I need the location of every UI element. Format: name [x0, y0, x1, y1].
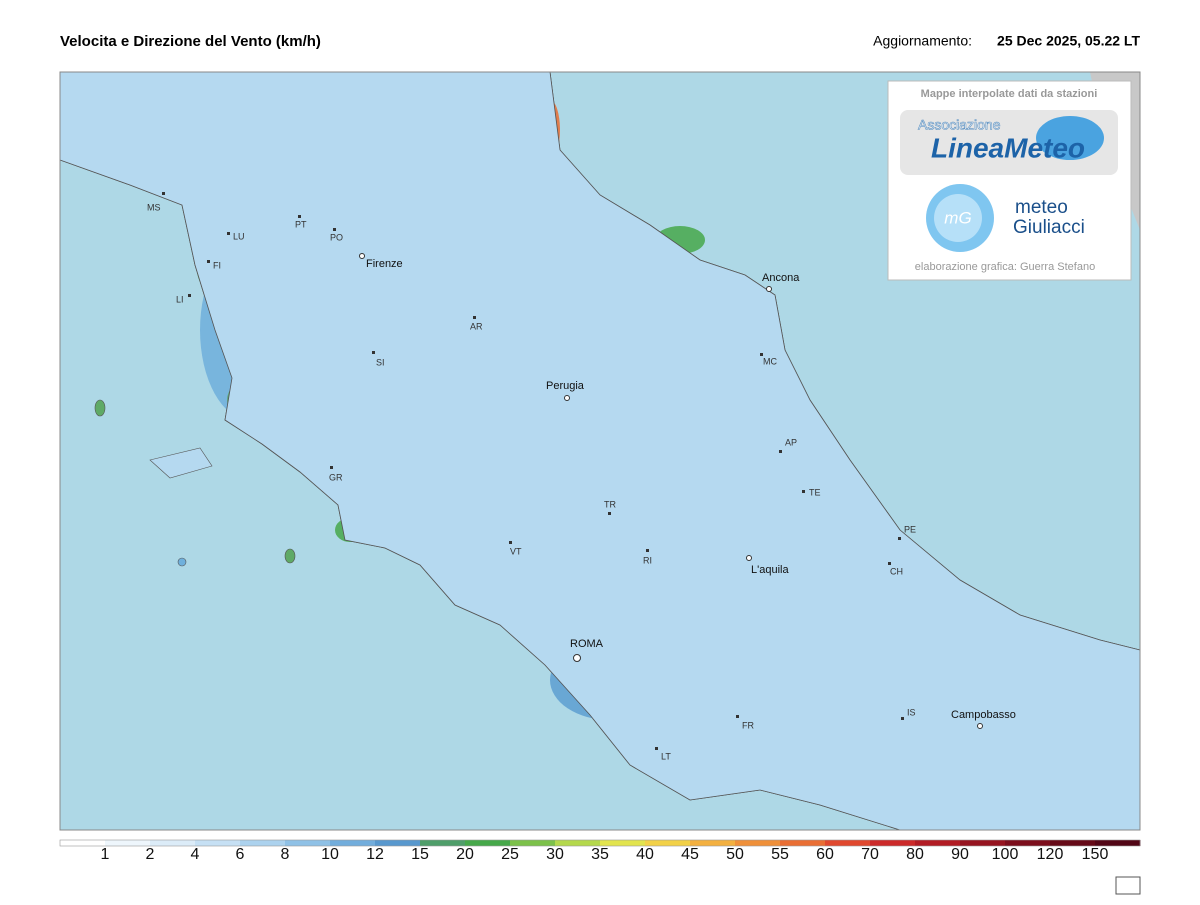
city-label: LI	[176, 294, 184, 304]
colorbar-label: 50	[726, 846, 744, 863]
logo-box: Mappe interpolate dati da stazioni Assoc…	[887, 80, 1132, 281]
city-label: CH	[890, 566, 903, 576]
colorbar-swatch	[600, 840, 646, 846]
colorbar-label: 70	[861, 846, 879, 863]
city-label: ROMA	[570, 638, 604, 650]
city-label: Ancona	[762, 272, 800, 284]
title: Velocita e Direzione del Vento (km/h)	[60, 33, 321, 50]
city-label: IS	[907, 707, 916, 717]
colorbar-swatch	[1050, 840, 1096, 846]
colorbar-label: 25	[501, 846, 519, 863]
city-label: RI	[643, 555, 652, 565]
colorbar-swatch	[1095, 840, 1141, 846]
logo-assoc: Associazione	[918, 117, 1001, 133]
colorbar-swatch	[780, 840, 826, 846]
colorbar-swatch	[690, 840, 736, 846]
city-label: AP	[785, 437, 797, 447]
colorbar-label: 1	[101, 846, 110, 863]
colorbar-label: 6	[236, 846, 245, 863]
colorbar-swatch	[915, 840, 961, 846]
colorbar-swatch	[150, 840, 196, 846]
city-label: AR	[470, 321, 483, 331]
colorbar-label: 55	[771, 846, 789, 863]
city-label: Firenze	[366, 258, 403, 270]
colorbar-label: 10	[321, 846, 339, 863]
colorbar-swatch	[105, 840, 151, 846]
colorbar-swatch	[645, 840, 691, 846]
city-label: TE	[809, 487, 821, 497]
colorbar-label: 20	[456, 846, 474, 863]
city-label: TR	[604, 499, 616, 509]
colorbar-swatch	[240, 840, 286, 846]
city-label: MC	[763, 356, 777, 366]
colorbar-swatch	[420, 840, 466, 846]
city-label: SI	[376, 357, 385, 367]
city-label: PE	[904, 524, 916, 534]
logo-mg: mG	[944, 208, 971, 227]
city-label: LU	[233, 231, 245, 241]
colorbar-label: 120	[1037, 846, 1064, 863]
colorbar-swatch	[735, 840, 781, 846]
colorbar-swatch	[555, 840, 601, 846]
colorbar-label: 45	[681, 846, 699, 863]
city-label: MS	[147, 202, 161, 212]
colorbar-swatch	[285, 840, 331, 846]
logo-name: LineaMeteo	[931, 132, 1085, 163]
colorbar-label: 15	[411, 846, 429, 863]
logo-caption: Mappe interpolate dati da stazioni	[921, 88, 1098, 100]
city-label: FI	[213, 260, 221, 270]
colorbar-swatch	[465, 840, 511, 846]
logo-meteo: meteo	[1015, 197, 1068, 218]
colorbar-swatch	[510, 840, 556, 846]
colorbar-label: 60	[816, 846, 834, 863]
colorbar-swatch	[195, 840, 241, 846]
colorbar-swatch	[960, 840, 1006, 846]
colorbar-label: 80	[906, 846, 924, 863]
update-value: 25 Dec 2025, 05.22 LT	[997, 33, 1140, 49]
colorbar-label: 100	[992, 846, 1019, 863]
colorbar-swatch	[825, 840, 871, 846]
city-label: PT	[295, 219, 307, 229]
colorbar-swatch	[330, 840, 376, 846]
colorbar-label: 35	[591, 846, 609, 863]
colorbar-label: 4	[191, 846, 200, 863]
city-label: VT	[510, 546, 522, 556]
colorbar-label: 30	[546, 846, 564, 863]
map-frame	[59, 71, 1141, 831]
city-label: LT	[661, 751, 671, 761]
city-label: Campobasso	[951, 709, 1016, 721]
city-label: Perugia	[546, 380, 585, 392]
toggle-box[interactable]	[1115, 876, 1141, 895]
logo-giuliacci: Giuliacci	[1013, 217, 1085, 238]
logo-credit: elaborazione grafica: Guerra Stefano	[915, 261, 1095, 273]
colorbar-label: 150	[1082, 846, 1109, 863]
colorbar-label: 8	[281, 846, 290, 863]
colorbar: 1 2 4 6 8 10 12 15 20 25 30 35 40 45 50 55 60 70 80 90 100 12…	[59, 839, 1141, 863]
colorbar-swatch	[375, 840, 421, 846]
colorbar-frame	[59, 839, 1141, 847]
colorbar-label: 2	[146, 846, 155, 863]
city-label: PO	[330, 232, 343, 242]
update-label: Aggiornamento:	[873, 33, 972, 49]
city-label: L'aquila	[751, 564, 789, 576]
colorbar-swatch	[1005, 840, 1051, 846]
colorbar-label: 90	[951, 846, 969, 863]
colorbar-swatch	[870, 840, 916, 846]
colorbar-label: 40	[636, 846, 654, 863]
colorbar-label: 12	[366, 846, 384, 863]
city-label: FR	[742, 720, 754, 730]
city-label: GR	[329, 472, 343, 482]
cities: MS LU PT PO Firenze FI LI AR SI Perugia …	[147, 192, 1016, 761]
colorbar-swatch	[60, 840, 106, 846]
